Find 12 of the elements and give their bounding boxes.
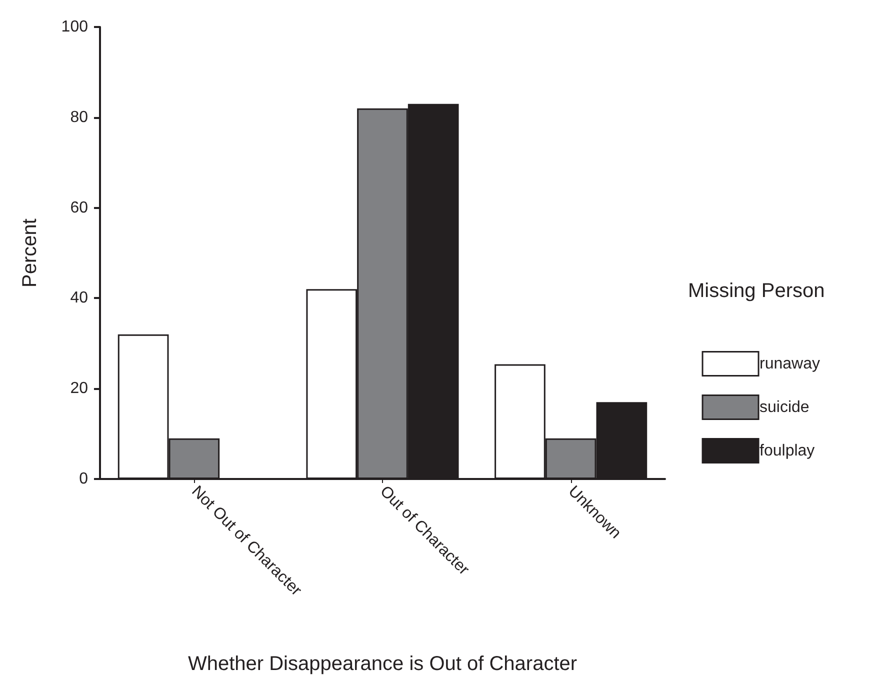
- y-tick-label: 20: [70, 380, 88, 398]
- x-axis-title: Whether Disappearance is Out of Character: [188, 653, 578, 675]
- y-tick-label: 100: [61, 18, 88, 36]
- y-tick-label: 40: [70, 290, 88, 307]
- legend-title: Missing Person: [688, 280, 825, 302]
- y-tick-label: 0: [79, 470, 88, 488]
- y-tick-label: 80: [70, 108, 88, 126]
- legend-label: runaway: [760, 355, 820, 372]
- legend-label: foulplay: [760, 442, 815, 460]
- legend-label: suicide: [760, 398, 810, 416]
- y-axis-title: Percent: [19, 218, 41, 288]
- y-tick-label: 60: [70, 199, 88, 216]
